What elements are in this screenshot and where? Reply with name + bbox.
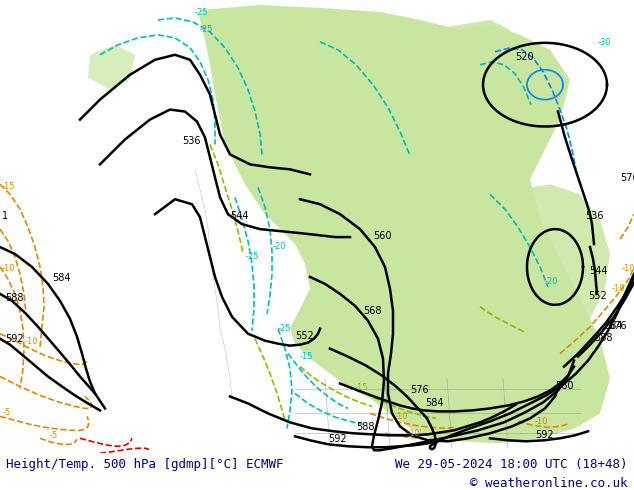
Text: -25: -25 <box>200 25 214 34</box>
Text: -20: -20 <box>273 242 287 251</box>
Text: 592: 592 <box>535 430 553 441</box>
Text: 536: 536 <box>585 211 604 221</box>
Text: -30: -30 <box>598 38 612 47</box>
Text: 588: 588 <box>5 293 23 303</box>
Polygon shape <box>88 45 135 90</box>
Text: -15: -15 <box>300 352 313 361</box>
Text: -10: -10 <box>2 264 15 273</box>
Text: -25: -25 <box>195 8 209 17</box>
Text: -20: -20 <box>545 277 559 286</box>
Text: © weatheronline.co.uk: © weatheronline.co.uk <box>470 477 628 490</box>
Text: 592: 592 <box>328 434 347 444</box>
Text: 592: 592 <box>5 334 23 343</box>
Text: -5: -5 <box>3 408 11 417</box>
Text: -15: -15 <box>355 384 368 392</box>
Text: 584: 584 <box>604 321 623 331</box>
Text: 568: 568 <box>363 306 382 316</box>
Text: 576: 576 <box>608 321 626 331</box>
Text: 576: 576 <box>620 173 634 183</box>
Polygon shape <box>428 20 520 99</box>
Polygon shape <box>484 184 610 343</box>
Text: 1: 1 <box>2 211 8 221</box>
Text: -5: -5 <box>50 431 58 441</box>
Text: -10: -10 <box>25 337 39 345</box>
Text: 544: 544 <box>230 211 249 221</box>
Polygon shape <box>200 5 610 443</box>
Text: -10': -10' <box>408 429 422 439</box>
Text: 520: 520 <box>515 52 533 62</box>
Text: -15: -15 <box>2 182 15 191</box>
Text: 560: 560 <box>555 381 574 391</box>
Text: 552: 552 <box>295 331 314 341</box>
Text: 584: 584 <box>52 273 70 283</box>
Text: -10: -10 <box>395 413 408 421</box>
Text: -10: -10 <box>622 264 634 273</box>
Text: -10: -10 <box>535 417 548 426</box>
Text: 544: 544 <box>589 266 607 276</box>
Text: 588: 588 <box>594 333 612 343</box>
Text: 584: 584 <box>425 398 444 409</box>
Text: 560: 560 <box>373 231 392 241</box>
Text: 552: 552 <box>588 291 607 301</box>
Text: -10: -10 <box>612 284 626 293</box>
Text: -25: -25 <box>246 252 259 261</box>
Text: 588: 588 <box>356 422 375 432</box>
Text: -25: -25 <box>278 324 292 333</box>
Text: 536: 536 <box>182 136 200 147</box>
Text: We 29-05-2024 18:00 UTC (18+48): We 29-05-2024 18:00 UTC (18+48) <box>395 458 628 471</box>
Text: 576: 576 <box>410 386 429 395</box>
Text: Height/Temp. 500 hPa [gdmp][°C] ECMWF: Height/Temp. 500 hPa [gdmp][°C] ECMWF <box>6 458 284 471</box>
